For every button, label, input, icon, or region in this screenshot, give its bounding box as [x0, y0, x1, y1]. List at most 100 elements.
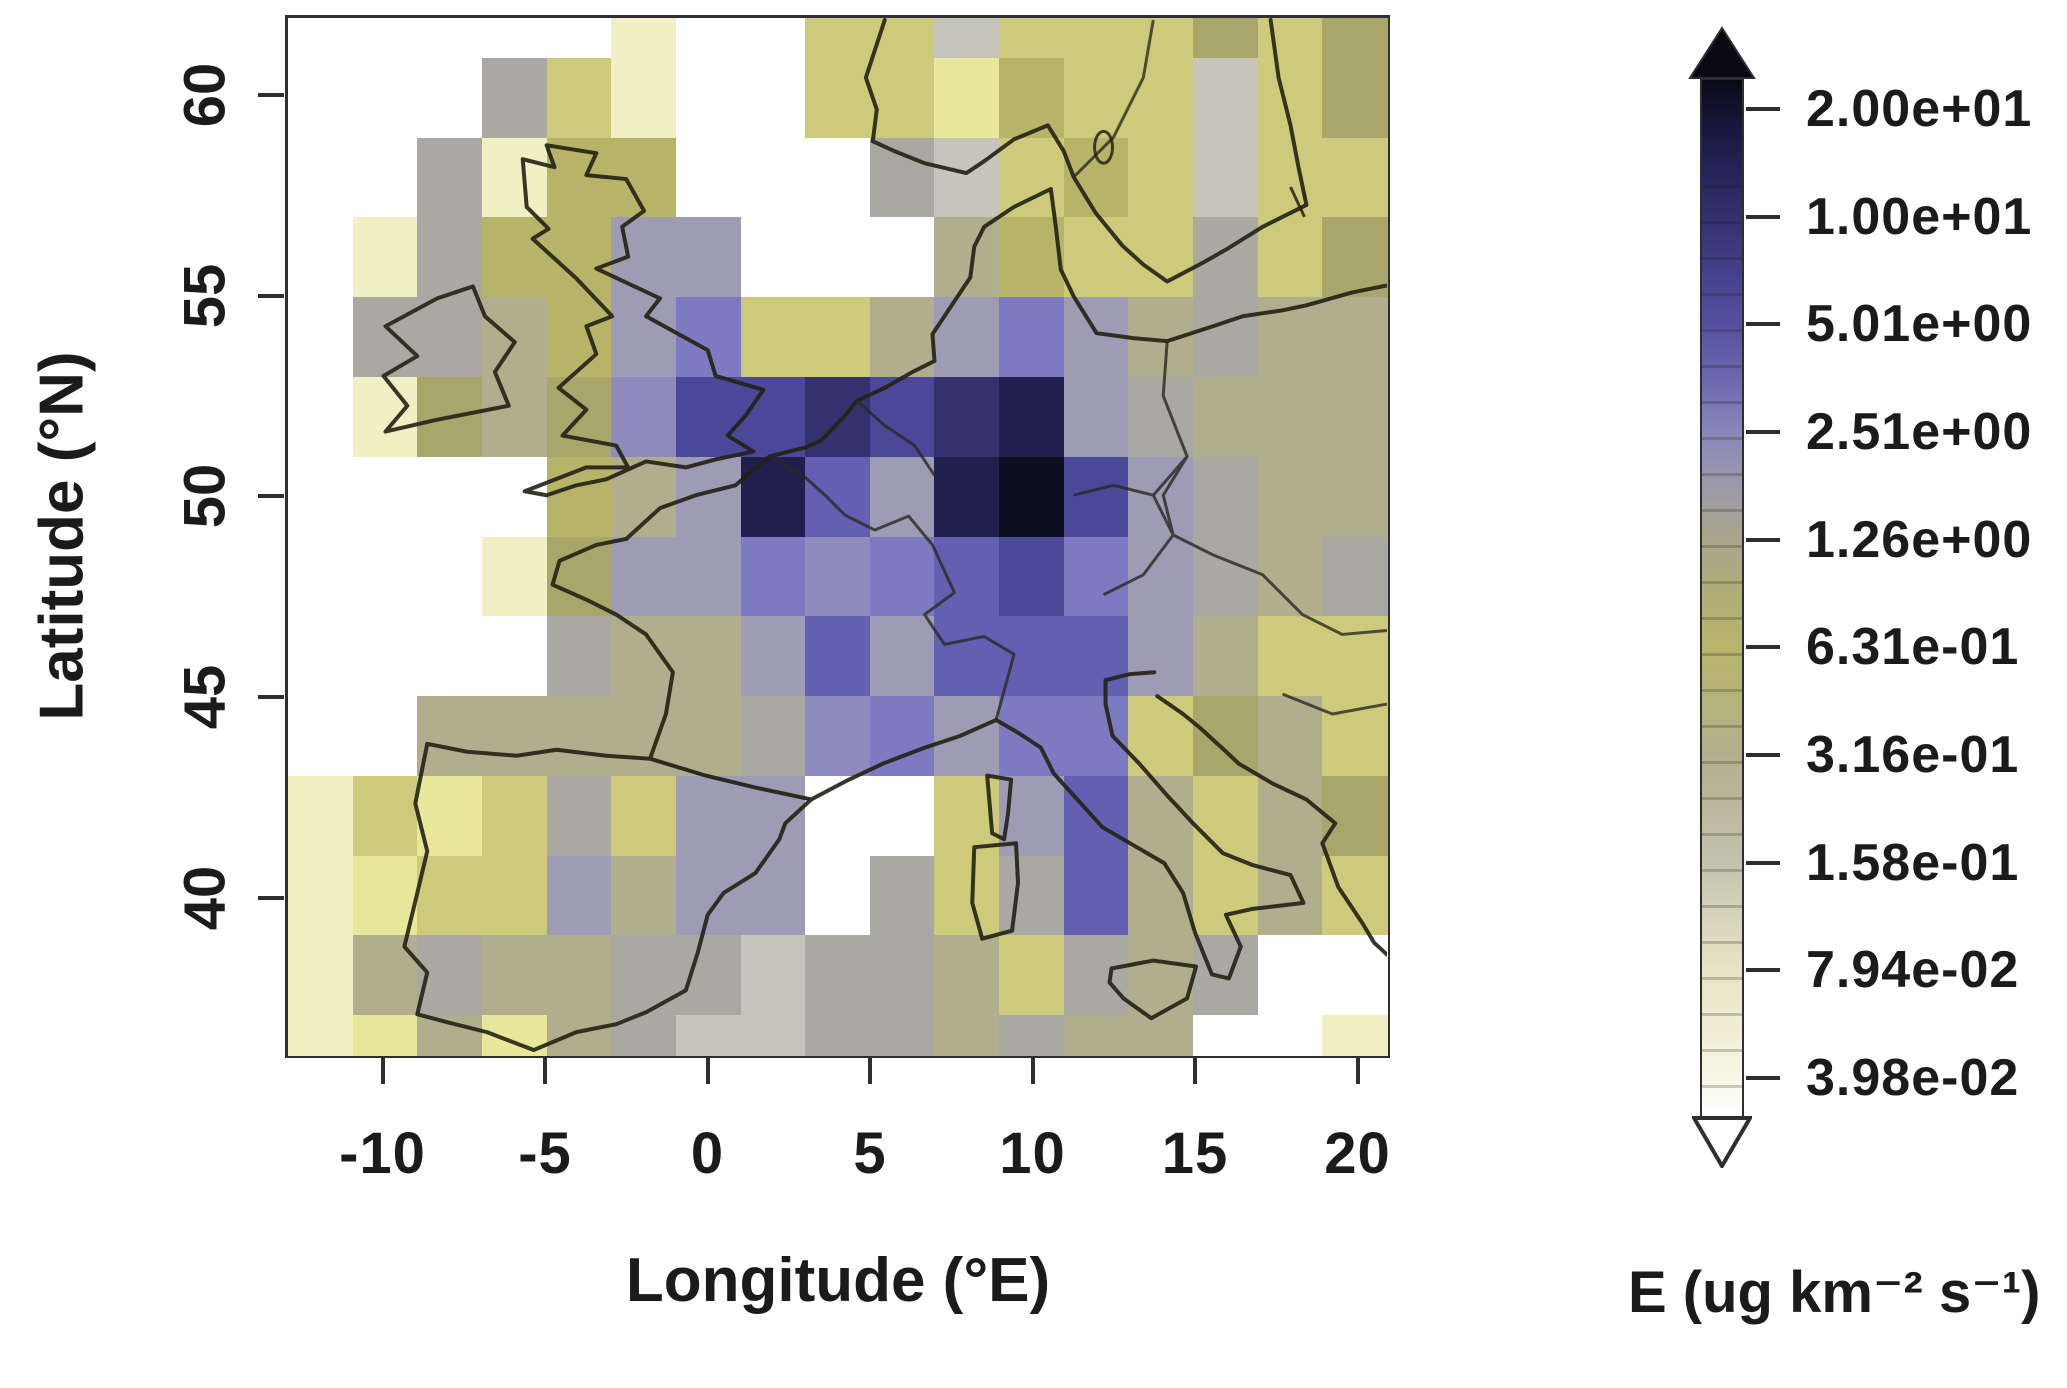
grid-cell — [546, 536, 612, 617]
grid-cell — [352, 18, 418, 59]
x-axis-tick — [868, 1058, 872, 1084]
grid-cell — [546, 57, 612, 139]
grid-cell — [1257, 775, 1323, 857]
grid-cell — [675, 57, 742, 139]
grid-cell — [869, 137, 936, 219]
colorbar — [1700, 78, 1744, 1118]
grid-cell — [1193, 297, 1259, 378]
grid-cell — [805, 775, 871, 857]
grid-cell — [288, 616, 354, 697]
colorbar-tick-label: 1.26e+00 — [1806, 510, 2033, 569]
grid-cell — [1193, 57, 1259, 139]
grid-cell — [352, 536, 418, 617]
grid-cell — [1257, 935, 1323, 1016]
grid-cell — [1063, 1015, 1130, 1056]
grid-cell — [869, 536, 936, 617]
grid-cell — [1063, 18, 1130, 59]
grid-cell — [417, 18, 483, 59]
grid-cell — [869, 456, 936, 538]
grid-cell — [352, 696, 418, 777]
colorbar-tick-label: 2.51e+00 — [1806, 403, 2033, 462]
grid-cell — [1322, 376, 1388, 458]
grid-cell — [999, 935, 1065, 1016]
colorbar-tick — [1746, 107, 1780, 112]
grid-cell — [1193, 1015, 1259, 1056]
grid-cell — [1128, 217, 1194, 298]
grid-cell — [1257, 137, 1323, 219]
grid-cell — [481, 57, 548, 139]
x-axis-tick — [1193, 1058, 1197, 1084]
colorbar-tick-label: 3.98e-02 — [1806, 1048, 2020, 1107]
grid-cell — [1063, 855, 1130, 936]
grid-cell — [546, 775, 612, 857]
grid-cell — [805, 616, 871, 697]
grid-cell — [1128, 137, 1194, 219]
grid-cell — [1322, 1015, 1388, 1056]
grid-cell — [1322, 775, 1388, 857]
colorbar-tick — [1746, 1075, 1780, 1080]
colorbar-tick — [1746, 430, 1780, 435]
grid-cell — [481, 855, 548, 936]
grid-cell — [481, 696, 548, 777]
grid-cell — [934, 935, 1000, 1016]
grid-cell — [1322, 935, 1388, 1016]
grid-cell — [934, 855, 1000, 936]
grid-cell — [869, 217, 936, 298]
grid-cell — [417, 855, 483, 936]
grid-cell — [288, 1015, 354, 1056]
grid-cell — [805, 935, 871, 1016]
grid-cell — [1257, 376, 1323, 458]
grid-cell — [1063, 935, 1130, 1016]
grid-cell — [999, 376, 1065, 458]
x-axis-tick-label: 10 — [999, 1121, 1066, 1186]
grid-cell — [805, 137, 871, 219]
grid-cell — [1257, 18, 1323, 59]
grid-cell — [546, 616, 612, 697]
grid-cell — [740, 1015, 806, 1056]
grid-cell — [481, 456, 548, 538]
grid-cell — [288, 775, 354, 857]
grid-cell — [675, 855, 742, 936]
colorbar-tick — [1746, 860, 1780, 865]
grid-cell — [1193, 137, 1259, 219]
grid-cell — [805, 536, 871, 617]
grid-cell — [481, 536, 548, 617]
grid-cell — [352, 775, 418, 857]
grid-cell — [1193, 696, 1259, 777]
grid-cell — [611, 855, 677, 936]
grid-cell — [1257, 217, 1323, 298]
grid-cell — [1128, 456, 1194, 538]
grid-cell — [740, 616, 806, 697]
grid-cell — [1322, 57, 1388, 139]
grid-cell — [740, 217, 806, 298]
grid-cell — [288, 18, 354, 59]
colorbar-tick-label: 5.01e+00 — [1806, 295, 2033, 354]
legend-title: E (ug km⁻² s⁻¹) — [1628, 1260, 2041, 1325]
colorbar-tick — [1746, 968, 1780, 973]
grid-cell — [1257, 616, 1323, 697]
grid-cell — [417, 456, 483, 538]
grid-cell — [999, 18, 1065, 59]
colorbar-tick — [1746, 214, 1780, 219]
grid-cell — [675, 536, 742, 617]
grid-cell — [934, 297, 1000, 378]
grid-cell — [1063, 376, 1130, 458]
grid-cell — [611, 57, 677, 139]
grid-cell — [481, 616, 548, 697]
colorbar-segment-lines — [1702, 80, 1742, 1116]
x-axis-tick — [380, 1058, 385, 1084]
grid-cell — [352, 456, 418, 538]
y-axis-tick — [258, 694, 284, 699]
grid-cell — [999, 217, 1065, 298]
grid-cell — [611, 775, 677, 857]
y-axis-tick — [258, 494, 284, 499]
grid-cell — [869, 57, 936, 139]
grid-cell — [417, 297, 483, 378]
grid-cell — [288, 855, 354, 936]
grid-cell — [869, 855, 936, 936]
grid-cell — [288, 376, 354, 458]
grid-cell — [999, 1015, 1065, 1056]
grid-cell — [288, 57, 354, 139]
grid-cell — [352, 376, 418, 458]
